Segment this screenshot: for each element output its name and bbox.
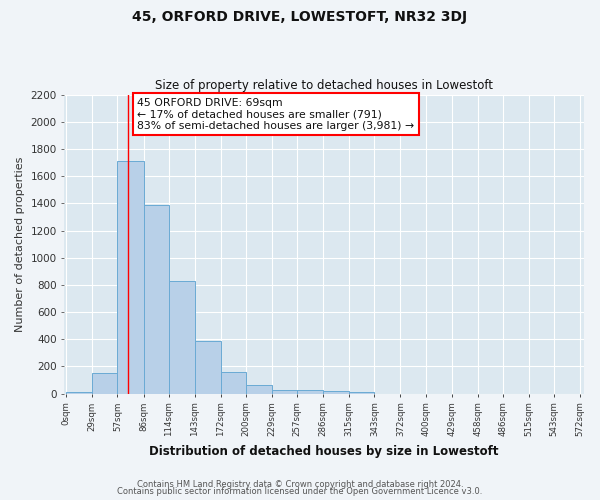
Y-axis label: Number of detached properties: Number of detached properties	[15, 156, 25, 332]
Bar	[118, 161, 143, 394]
Title: Size of property relative to detached houses in Lowestoft: Size of property relative to detached ho…	[155, 79, 493, 92]
Bar	[143, 204, 169, 394]
Bar	[221, 372, 246, 394]
Bar	[349, 392, 374, 394]
Bar	[272, 390, 297, 394]
X-axis label: Distribution of detached houses by size in Lowestoft: Distribution of detached houses by size …	[149, 444, 499, 458]
Text: Contains HM Land Registry data © Crown copyright and database right 2024.: Contains HM Land Registry data © Crown c…	[137, 480, 463, 489]
Text: 45, ORFORD DRIVE, LOWESTOFT, NR32 3DJ: 45, ORFORD DRIVE, LOWESTOFT, NR32 3DJ	[133, 10, 467, 24]
Bar	[323, 391, 349, 394]
Bar	[195, 342, 221, 394]
Bar	[246, 385, 272, 394]
Bar	[169, 282, 195, 394]
Bar	[92, 372, 118, 394]
Bar	[66, 392, 92, 394]
Text: 45 ORFORD DRIVE: 69sqm
← 17% of detached houses are smaller (791)
83% of semi-de: 45 ORFORD DRIVE: 69sqm ← 17% of detached…	[137, 98, 414, 130]
Bar	[297, 390, 323, 394]
Text: Contains public sector information licensed under the Open Government Licence v3: Contains public sector information licen…	[118, 488, 482, 496]
